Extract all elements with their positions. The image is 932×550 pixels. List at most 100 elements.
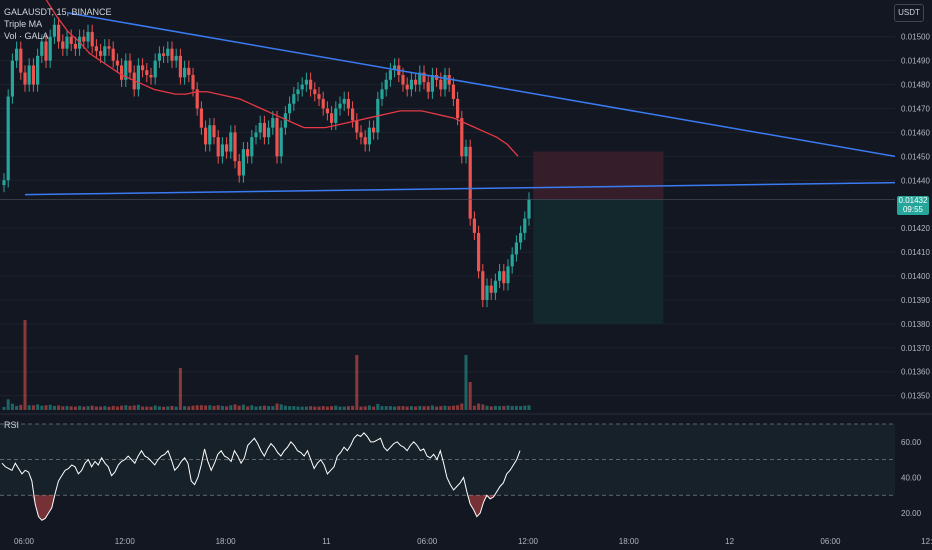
volume-bar: [166, 406, 170, 410]
symbol-line[interactable]: GALAUSDT, 15, BINANCE: [4, 7, 112, 17]
volume-bar: [191, 405, 195, 410]
candle-body: [426, 82, 430, 92]
rsi-oversold-fill: [2, 495, 520, 521]
candle-body: [57, 24, 61, 42]
candle-body: [94, 46, 98, 52]
candle-body: [267, 127, 271, 138]
candle-body: [388, 70, 392, 80]
candle-body: [384, 79, 388, 90]
volume-bar: [367, 405, 371, 410]
volume-bar: [178, 368, 182, 410]
candle-body: [296, 89, 300, 95]
x-tick-label: 06:00: [14, 537, 35, 546]
candle-body: [283, 113, 287, 128]
candle-body: [52, 24, 56, 37]
volume-bar: [225, 406, 229, 410]
candle-body: [120, 65, 124, 80]
candle-body: [258, 122, 262, 133]
y-tick-label: 0.01440: [901, 176, 930, 185]
volume-bar: [23, 320, 27, 410]
candle-body: [485, 285, 489, 300]
candle-body: [300, 84, 304, 90]
volume-bar: [258, 406, 262, 410]
indicator-triple-ma[interactable]: Triple MA: [4, 19, 43, 29]
volume-bar: [199, 405, 203, 410]
volume-bar: [372, 406, 376, 410]
y-tick-label: 0.01390: [901, 296, 930, 305]
volume-bar: [183, 406, 187, 410]
volume-bar: [82, 406, 86, 410]
candle-body: [183, 67, 187, 78]
volume-bar: [296, 406, 300, 410]
rsi-y-tick-label: 40.00: [901, 473, 922, 482]
currency-button[interactable]: USDT: [894, 4, 924, 22]
volume-bar: [233, 404, 237, 410]
candle-body: [153, 60, 157, 78]
volume-bar: [111, 405, 115, 410]
volume-bar: [99, 406, 103, 410]
volume-bar: [502, 405, 506, 410]
candle-body: [288, 103, 292, 114]
candle-body: [481, 271, 485, 300]
volume-bar: [384, 406, 388, 410]
legend: GALAUSDT, 15, BINANCE Triple MA Vol · GA…: [4, 6, 112, 42]
x-tick-label: 12:00: [921, 537, 932, 546]
candle-body: [456, 98, 460, 119]
volume-bar: [439, 406, 443, 410]
candle-body: [204, 127, 208, 145]
volume-bar: [506, 405, 510, 410]
candle-body: [141, 65, 145, 71]
volume-bar: [309, 406, 313, 410]
candle-body: [229, 132, 233, 152]
candle-body: [430, 75, 434, 92]
volume-bar: [27, 405, 31, 410]
rsi-pane-label[interactable]: RSI: [4, 420, 20, 430]
candle-body: [527, 199, 531, 219]
volume-bar: [174, 406, 178, 410]
volume-bar: [283, 405, 287, 410]
volume-bar: [15, 405, 19, 410]
candle-body: [262, 122, 266, 138]
volume-bar: [162, 406, 166, 410]
candle-body: [363, 137, 367, 145]
volume-bar: [212, 405, 216, 410]
volume-bar: [523, 405, 527, 410]
candle-body: [304, 79, 308, 85]
candle-body: [225, 144, 229, 152]
candle-body: [115, 60, 119, 66]
candle-body: [128, 60, 132, 73]
candle-body: [157, 53, 161, 61]
volume-bar: [359, 406, 363, 410]
volume-bar: [313, 406, 317, 410]
candle-body: [418, 72, 422, 85]
candle-body: [166, 48, 170, 56]
candle-body: [15, 48, 19, 61]
candle-body: [237, 161, 241, 176]
y-tick-label: 0.01480: [901, 81, 930, 90]
x-tick-label: 11: [322, 537, 331, 546]
candle-body: [73, 43, 77, 49]
candle-body: [393, 65, 397, 71]
candle-body: [191, 75, 195, 90]
volume-bar: [19, 404, 23, 410]
volume-bar: [288, 406, 292, 410]
stop-loss-zone: [533, 151, 664, 200]
volume-bar: [275, 403, 279, 410]
y-tick-label: 0.01490: [901, 57, 930, 66]
volume-bar: [141, 406, 145, 410]
volume-bar: [338, 406, 342, 410]
candle-body: [216, 137, 220, 157]
candle-body: [321, 98, 325, 109]
volume-bar: [250, 405, 254, 410]
volume-bar: [380, 406, 384, 410]
candle-body: [40, 41, 44, 56]
volume-bar: [485, 405, 489, 410]
indicator-volume[interactable]: Vol · GALA: [4, 31, 49, 41]
volume-bar: [330, 406, 334, 410]
candle-body: [346, 98, 350, 109]
volume-bar: [388, 406, 392, 410]
volume-bar: [443, 405, 447, 410]
candle-body: [178, 55, 182, 78]
volume-bar: [229, 405, 233, 410]
